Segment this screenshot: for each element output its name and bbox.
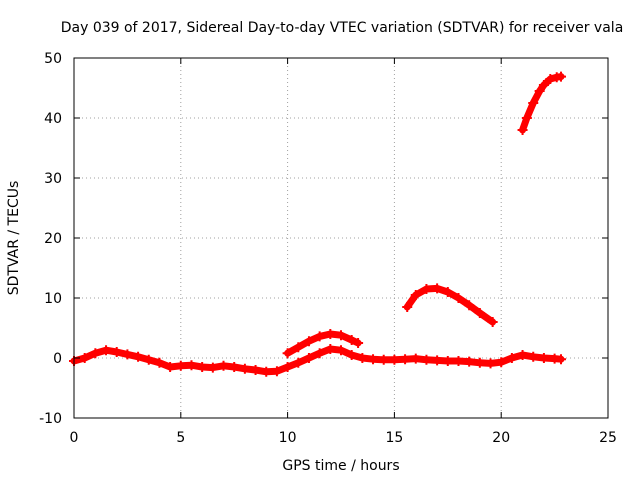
data-point [325,329,336,339]
data-point [165,362,176,372]
data-point [410,290,421,300]
data-point [474,357,485,368]
data-point [453,356,464,366]
data-point [464,300,475,311]
data-point [442,356,453,366]
y-tick-label: 50 [44,51,62,67]
x-tick-label: 15 [385,430,403,446]
data-point [487,317,498,327]
y-tick-label: 20 [44,231,62,247]
data-point [90,348,101,359]
data-point [545,74,556,84]
y-tick-label: -10 [39,411,62,427]
data-point [186,360,197,371]
data-point [336,330,346,341]
data-point [325,344,336,354]
data-point [175,360,186,371]
data-point [432,355,443,366]
data-point [346,350,357,360]
data-point [79,353,90,363]
data-point [293,357,304,368]
series-arc-15-20 [402,283,498,327]
data-point [421,354,432,365]
data-point [496,357,507,368]
y-tick-label: 10 [44,291,62,307]
data-layer [69,71,567,377]
data-point [528,351,539,362]
y-tick-label: 0 [53,351,62,367]
data-point [442,287,453,297]
data-point [521,113,532,123]
data-point [517,125,528,135]
data-point [197,362,208,372]
data-point [250,365,261,375]
data-point [400,354,411,365]
data-point [538,353,549,363]
data-point [368,354,379,365]
data-point [353,338,364,348]
data-point [229,362,240,372]
data-point [293,342,304,353]
series-baseline [69,344,567,377]
data-point [357,353,368,363]
x-tick-label: 10 [279,430,297,446]
data-point [303,336,314,347]
data-point [303,353,314,363]
data-point [336,345,346,356]
data-point [528,98,539,108]
x-axis-label: GPS time / hours [282,458,399,474]
x-tick-label: 5 [176,430,185,446]
data-point [207,362,218,373]
data-point [464,356,475,367]
data-point [432,283,443,294]
data-point [282,362,293,372]
series-arc-10-13 [282,329,364,359]
data-point [282,348,293,359]
data-point [314,331,325,342]
data-point [506,353,517,363]
x-tick-label: 20 [492,430,510,446]
data-point [402,302,413,312]
y-tick-label: 40 [44,111,62,127]
data-point [517,350,528,360]
data-point [421,284,432,294]
series-arc-21-23 [517,71,567,135]
x-tick-label: 25 [599,430,617,446]
data-point [133,351,144,362]
data-point [143,354,154,365]
data-point [314,348,325,359]
data-point [239,363,250,374]
data-point [271,366,282,377]
data-point [111,347,122,357]
data-point [538,80,549,90]
data-point [453,293,464,303]
data-point [122,349,133,360]
data-point [410,353,421,364]
data-point [534,86,545,96]
chart-title: Day 039 of 2017, Sidereal Day-to-day VTE… [61,20,624,36]
data-point [474,308,485,318]
x-axis-ticks: 0 5 10 15 20 25 [70,58,617,446]
y-tick-label: 30 [44,171,62,187]
x-tick-label: 0 [70,430,79,446]
data-point [346,335,357,345]
data-point [556,354,567,365]
data-point [378,354,389,365]
y-axis-label: SDTVAR / TECUs [6,181,22,296]
y-axis-ticks: -10 0 10 20 30 40 50 [39,51,608,427]
data-point [101,345,112,356]
data-point [389,354,400,365]
data-point [154,357,165,368]
data-point [556,71,567,82]
data-point [485,358,496,369]
data-point [218,360,229,371]
data-point [261,366,272,377]
